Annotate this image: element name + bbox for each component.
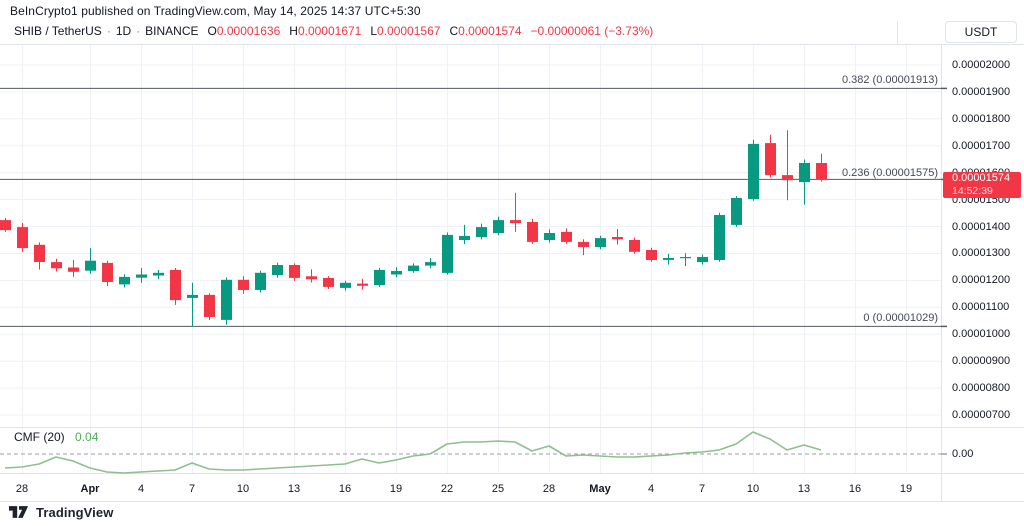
price-axis-label: 0.00001300 bbox=[952, 247, 1011, 260]
open-label: O bbox=[207, 24, 217, 38]
indicator-name: CMF (20) bbox=[14, 430, 65, 444]
cmf-line bbox=[4, 431, 822, 474]
price-axis[interactable]: 0.00002000 0.00001900 0.00001800 0.00001700… bbox=[941, 44, 1024, 473]
time-axis-label: 28 bbox=[542, 483, 556, 495]
price-axis-label: 0.00000900 bbox=[952, 355, 1011, 368]
separator-dot: · bbox=[106, 24, 111, 38]
symbol-legend: SHIB / TetherUS · 1D · BINANCE O 0.000016… bbox=[14, 24, 653, 38]
price-axis-label: 0.00001200 bbox=[952, 274, 1011, 287]
high-label: H bbox=[289, 24, 298, 38]
time-axis-label: 19 bbox=[389, 483, 403, 495]
low-value: 0.00001567 bbox=[377, 24, 441, 38]
time-axis-label: Apr bbox=[80, 483, 100, 495]
exchange-label[interactable]: BINANCE bbox=[145, 24, 199, 38]
symbol-name[interactable]: SHIB / TetherUS bbox=[14, 24, 102, 38]
attribution-text: BeInCrypto1 published on TradingView.com… bbox=[10, 4, 421, 18]
fib-level-label-0382: 0.382 (0.00001913) bbox=[841, 74, 938, 86]
price-axis-label: 0.00001800 bbox=[952, 112, 1011, 125]
price-axis-label: 0.00000800 bbox=[952, 382, 1011, 395]
price-axis-label: 0.00001000 bbox=[952, 328, 1011, 341]
time-axis-label: 7 bbox=[698, 483, 706, 495]
tradingview-logo-icon bbox=[9, 506, 29, 518]
time-axis-label: 16 bbox=[338, 483, 352, 495]
time-axis-label: 10 bbox=[236, 483, 250, 495]
interval-label[interactable]: 1D bbox=[115, 24, 132, 38]
open-value: 0.00001636 bbox=[216, 24, 281, 38]
time-axis-label: 13 bbox=[797, 483, 811, 495]
price-axis-label: 0.00001100 bbox=[952, 301, 1010, 314]
separator-dot: · bbox=[136, 24, 141, 38]
bar-countdown: 14:52:39 bbox=[952, 185, 993, 197]
time-axis-label: 13 bbox=[287, 483, 301, 495]
time-axis-label: 4 bbox=[647, 483, 655, 495]
time-axis-label: 25 bbox=[491, 483, 505, 495]
last-price-label[interactable]: 0.00001574 14:52:39 bbox=[943, 172, 1021, 198]
time-axis-label: 10 bbox=[746, 483, 760, 495]
fib-level-label-0: 0 (0.00001029) bbox=[863, 312, 938, 324]
time-axis[interactable]: 28 Apr 4 7 10 13 16 19 22 25 28 May 4 7 10 13 16 19 bbox=[0, 474, 941, 501]
indicator-value: 0.04 bbox=[75, 430, 99, 444]
time-axis-label: 16 bbox=[848, 483, 862, 495]
indicator-legend[interactable]: CMF (20) 0.04 bbox=[14, 430, 98, 444]
currency-button[interactable]: USDT bbox=[945, 21, 1017, 43]
price-axis-label: 0.00001400 bbox=[952, 220, 1011, 233]
close-value: 0.00001574 bbox=[458, 24, 522, 38]
low-label: L bbox=[370, 24, 378, 38]
last-price-value: 0.00001574 bbox=[952, 172, 1011, 184]
cmf-zero-tick-label: 0.00 bbox=[952, 448, 974, 460]
time-axis-label: 7 bbox=[188, 483, 196, 495]
candles bbox=[0, 130, 827, 327]
close-label: C bbox=[449, 24, 459, 38]
time-axis-label: May bbox=[589, 483, 611, 495]
time-axis-label: 4 bbox=[137, 483, 145, 495]
price-axis-label: 0.00002000 bbox=[952, 59, 1011, 71]
tradingview-logo-text: TradingView bbox=[36, 504, 114, 520]
fib-level-label-0236: 0.236 (0.00001575) bbox=[841, 167, 938, 179]
price-axis-label: 0.00001900 bbox=[952, 85, 1011, 98]
price-change: −0.00000061 (−3.73%) bbox=[530, 24, 654, 38]
price-axis-label: 0.00001700 bbox=[952, 139, 1011, 152]
tradingview-logo[interactable]: TradingView bbox=[9, 504, 113, 520]
time-axis-label: 28 bbox=[15, 483, 29, 495]
high-value: 0.00001671 bbox=[297, 24, 362, 38]
price-axis-label: 0.00000700 bbox=[952, 409, 1011, 421]
time-axis-label: 19 bbox=[899, 483, 913, 495]
time-axis-label: 22 bbox=[440, 483, 454, 495]
